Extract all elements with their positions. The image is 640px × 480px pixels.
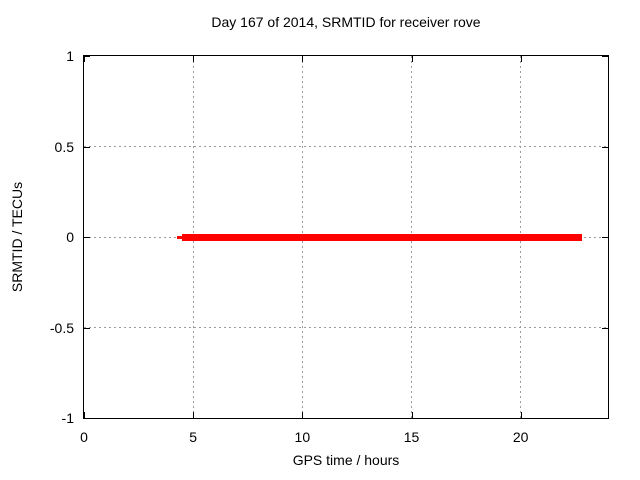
y-tick-label: 1: [66, 48, 74, 64]
x-tick-mark: [84, 412, 85, 418]
y-gridline: [84, 327, 608, 328]
y-tick-mark: [602, 56, 608, 57]
y-gridline: [84, 146, 608, 147]
x-tick-mark: [193, 56, 195, 62]
x-tick-label: 0: [80, 429, 88, 445]
x-tick-label: 10: [294, 429, 311, 445]
data-series-line: [182, 233, 582, 241]
data-series-line-cap: [177, 235, 184, 239]
x-tick-mark: [411, 56, 413, 62]
y-tick-label: 0: [66, 229, 74, 245]
x-tick-mark: [411, 412, 413, 418]
y-tick-mark: [84, 237, 90, 238]
y-tick-label: 0.5: [54, 138, 74, 155]
y-tick-mark: [84, 418, 90, 419]
y-tick-mark: [84, 146, 90, 148]
y-tick-mark: [84, 327, 90, 329]
x-tick-mark: [520, 56, 522, 62]
plot-area: [83, 55, 609, 419]
x-tick-mark: [520, 412, 522, 418]
x-tick-mark: [84, 56, 85, 62]
x-tick-mark: [302, 56, 304, 62]
y-tick-label: -1: [61, 410, 74, 426]
x-tick-mark: [302, 412, 304, 418]
chart-title: Day 167 of 2014, SRMTID for receiver rov…: [211, 14, 481, 30]
x-tick-label: 20: [512, 429, 529, 445]
y-tick-mark: [602, 146, 608, 148]
x-tick-mark: [193, 412, 195, 418]
y-tick-mark: [602, 237, 608, 238]
y-tick-mark: [602, 418, 608, 419]
x-tick-label: 5: [189, 429, 198, 445]
x-axis-label: GPS time / hours: [292, 452, 400, 468]
y-tick-mark: [602, 327, 608, 329]
y-tick-mark: [84, 56, 90, 57]
x-tick-label: 15: [403, 429, 420, 445]
y-tick-label: -0.5: [49, 319, 74, 336]
